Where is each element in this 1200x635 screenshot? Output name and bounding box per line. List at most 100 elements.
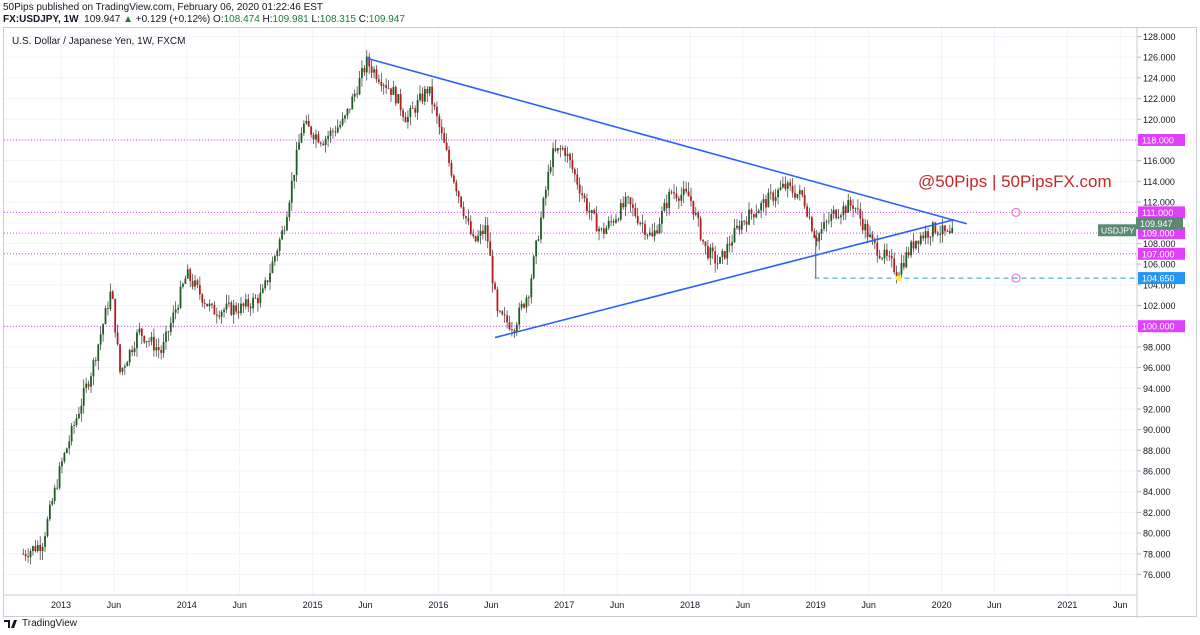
- candle[interactable]: [257, 294, 259, 312]
- candle[interactable]: [757, 208, 760, 214]
- candle[interactable]: [888, 250, 891, 261]
- candle[interactable]: [273, 254, 276, 267]
- candle[interactable]: [145, 340, 148, 348]
- candle[interactable]: [595, 206, 598, 232]
- candle[interactable]: [716, 254, 719, 270]
- candle[interactable]: [823, 213, 825, 232]
- candle[interactable]: [641, 214, 644, 234]
- candle[interactable]: [714, 245, 717, 273]
- candle[interactable]: [312, 132, 315, 144]
- candle[interactable]: [249, 303, 252, 316]
- candle[interactable]: [774, 188, 777, 208]
- candle[interactable]: [646, 233, 649, 240]
- candle[interactable]: [53, 484, 56, 505]
- candle[interactable]: [576, 167, 579, 190]
- candle[interactable]: [658, 217, 661, 235]
- candle[interactable]: [801, 189, 804, 198]
- candle[interactable]: [162, 333, 165, 358]
- candle[interactable]: [494, 280, 496, 290]
- candle[interactable]: [252, 292, 254, 314]
- candle[interactable]: [484, 216, 487, 241]
- candle[interactable]: [339, 120, 342, 130]
- candle[interactable]: [281, 225, 284, 241]
- candle[interactable]: [854, 207, 857, 214]
- candle[interactable]: [232, 299, 235, 324]
- candle[interactable]: [68, 435, 71, 455]
- candle[interactable]: [174, 301, 177, 320]
- candle[interactable]: [177, 304, 179, 314]
- candle[interactable]: [769, 184, 772, 200]
- candle[interactable]: [387, 80, 390, 90]
- candle[interactable]: [791, 178, 794, 198]
- candle[interactable]: [56, 479, 59, 491]
- candle[interactable]: [675, 186, 678, 202]
- candle[interactable]: [102, 323, 104, 342]
- candle[interactable]: [184, 275, 187, 285]
- candle[interactable]: [426, 86, 429, 102]
- candle[interactable]: [402, 107, 404, 122]
- candle[interactable]: [450, 159, 453, 178]
- candle[interactable]: [709, 244, 712, 266]
- candle[interactable]: [629, 196, 632, 213]
- symbol-label[interactable]: FX:USDJPY, 1W: [3, 14, 79, 25]
- candle[interactable]: [36, 540, 39, 553]
- candle[interactable]: [92, 357, 95, 386]
- candle[interactable]: [501, 309, 504, 316]
- candle[interactable]: [944, 225, 946, 236]
- candle[interactable]: [840, 213, 842, 225]
- candle[interactable]: [44, 532, 46, 553]
- candle[interactable]: [767, 188, 770, 208]
- candle[interactable]: [537, 235, 540, 242]
- candle[interactable]: [881, 256, 883, 261]
- candle[interactable]: [32, 545, 34, 556]
- candle[interactable]: [726, 237, 729, 265]
- candle[interactable]: [411, 101, 414, 109]
- trendline[interactable]: [366, 57, 967, 225]
- chart-frame[interactable]: 128.000 126.000 124.000 122.000 120.000 118.0…: [3, 27, 1197, 618]
- candle[interactable]: [818, 231, 821, 251]
- candle[interactable]: [663, 198, 666, 212]
- candle[interactable]: [929, 236, 932, 246]
- candle[interactable]: [433, 102, 436, 110]
- candle[interactable]: [586, 193, 588, 215]
- candle[interactable]: [779, 180, 782, 191]
- candle[interactable]: [852, 199, 854, 218]
- candle[interactable]: [827, 211, 830, 225]
- candle[interactable]: [699, 216, 702, 241]
- candle[interactable]: [407, 110, 409, 129]
- candle[interactable]: [479, 224, 482, 245]
- candle[interactable]: [440, 119, 443, 140]
- candle[interactable]: [70, 422, 73, 446]
- candle[interactable]: [334, 125, 337, 137]
- candle[interactable]: [73, 421, 75, 434]
- candle[interactable]: [527, 295, 530, 307]
- candle[interactable]: [498, 310, 501, 314]
- candle[interactable]: [486, 217, 489, 249]
- candle[interactable]: [627, 195, 629, 205]
- alert-icon[interactable]: [1011, 207, 1021, 217]
- candle[interactable]: [128, 349, 131, 367]
- candle[interactable]: [830, 208, 833, 228]
- candle[interactable]: [723, 250, 726, 261]
- candle[interactable]: [215, 307, 218, 324]
- candle[interactable]: [890, 248, 893, 268]
- candle[interactable]: [530, 274, 533, 304]
- candle[interactable]: [798, 184, 801, 201]
- candle[interactable]: [368, 53, 371, 74]
- candle[interactable]: [825, 219, 828, 232]
- candle[interactable]: [670, 189, 673, 195]
- candle[interactable]: [131, 345, 134, 356]
- candle[interactable]: [315, 129, 317, 149]
- candle[interactable]: [148, 337, 150, 347]
- candle[interactable]: [733, 218, 736, 243]
- candle[interactable]: [409, 105, 412, 126]
- candle[interactable]: [656, 224, 658, 235]
- candle[interactable]: [208, 299, 211, 312]
- candle[interactable]: [895, 265, 898, 284]
- candle[interactable]: [832, 205, 835, 219]
- candle[interactable]: [886, 243, 888, 262]
- candle[interactable]: [569, 152, 571, 169]
- candle[interactable]: [94, 356, 97, 367]
- candle[interactable]: [22, 548, 25, 556]
- candle[interactable]: [728, 235, 731, 253]
